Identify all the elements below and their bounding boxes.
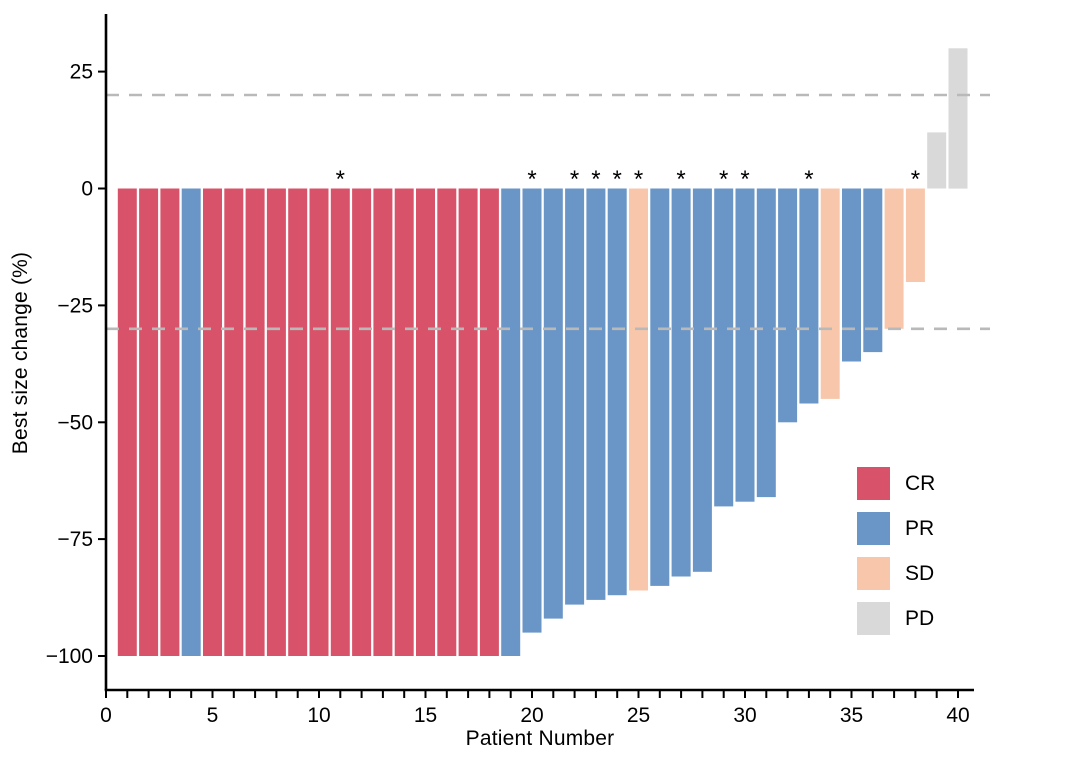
x-tick-label-15: 15	[414, 704, 437, 727]
legend-item-PD: PD	[857, 602, 935, 635]
bar-patient-28	[692, 188, 712, 572]
x-tick-label-5: 5	[207, 704, 219, 727]
asterisk-patient-22: *	[570, 166, 579, 193]
bar-patient-36	[863, 188, 883, 353]
bar-patient-3	[160, 188, 180, 656]
bar-patient-38	[905, 188, 925, 282]
y-tick-label--75: −75	[57, 528, 93, 551]
bar-patient-6	[224, 188, 244, 656]
bar-patient-10	[309, 188, 329, 656]
legend-label-SD: SD	[905, 561, 935, 585]
asterisk-patient-20: *	[527, 166, 536, 193]
legend-swatch-PR	[857, 512, 890, 545]
legend-swatch-CR	[857, 467, 890, 500]
bar-patient-7	[245, 188, 265, 656]
asterisk-patient-30: *	[740, 166, 749, 193]
x-tick-label-30: 30	[733, 704, 756, 727]
bar-patient-14	[394, 188, 414, 656]
legend-item-PR: PR	[857, 512, 935, 545]
bar-patient-4	[181, 188, 201, 656]
legend-swatch-PD	[857, 602, 890, 635]
asterisk-patient-29: *	[719, 166, 728, 193]
bar-patient-33	[799, 188, 819, 404]
bar-patient-5	[203, 188, 222, 656]
bar-patient-22	[565, 188, 585, 605]
bar-patient-31	[756, 188, 776, 498]
legend-label-PR: PR	[905, 516, 935, 540]
x-tick-label-10: 10	[307, 704, 330, 727]
asterisk-patient-25: *	[634, 166, 643, 193]
x-tick-label-35: 35	[840, 704, 863, 727]
bar-patient-26	[650, 188, 670, 586]
bar-patient-35	[842, 188, 861, 362]
bar-patient-1	[117, 188, 137, 656]
y-tick-label--100: −100	[46, 645, 93, 668]
legend-item-CR: CR	[857, 467, 935, 500]
bar-patient-30	[735, 188, 755, 502]
bar-patient-16	[437, 188, 457, 656]
legend-label-CR: CR	[905, 471, 936, 495]
bar-patient-20	[522, 188, 542, 633]
legend-swatch-SD	[857, 557, 890, 590]
asterisk-patient-33: *	[804, 166, 813, 193]
bar-patient-11	[330, 188, 350, 656]
y-tick-label--50: −50	[57, 411, 93, 434]
asterisk-patient-24: *	[613, 166, 622, 193]
x-tick-label-40: 40	[946, 704, 969, 727]
bar-patient-17	[458, 188, 478, 656]
bar-patient-8	[266, 188, 286, 656]
legend-item-SD: SD	[857, 557, 935, 590]
asterisk-patient-23: *	[591, 166, 600, 193]
bar-patient-2	[139, 188, 159, 656]
bar-patient-15	[416, 188, 435, 656]
bar-patient-12	[352, 188, 372, 656]
bar-patient-37	[884, 188, 904, 329]
bar-patient-32	[778, 188, 798, 423]
bar-patient-29	[714, 188, 734, 507]
bar-patient-19	[501, 188, 521, 656]
asterisk-patient-38: *	[911, 166, 920, 193]
bar-patient-39	[927, 132, 947, 189]
bar-patient-34	[820, 188, 840, 399]
legend: CR PR SD PD	[857, 467, 935, 647]
y-tick-label-25: 25	[70, 61, 93, 84]
bar-patient-13	[373, 188, 393, 656]
x-tick-label-25: 25	[627, 704, 650, 727]
bar-patient-40	[948, 48, 968, 189]
legend-label-PD: PD	[905, 606, 935, 630]
x-tick-label-0: 0	[100, 704, 112, 727]
bar-patient-23	[586, 188, 606, 600]
asterisk-patient-27: *	[676, 166, 685, 193]
y-tick-label-0: 0	[81, 178, 93, 201]
y-axis-title: Best size change (%)	[9, 251, 32, 455]
asterisk-patient-11: *	[336, 166, 345, 193]
bar-patient-9	[288, 188, 308, 656]
bar-patient-18	[479, 188, 499, 656]
bar-patient-25	[629, 188, 648, 591]
x-tick-label-20: 20	[520, 704, 543, 727]
y-tick-label--25: −25	[57, 294, 93, 317]
bar-patient-27	[671, 188, 691, 577]
x-axis-title: Patient Number	[465, 727, 615, 750]
bar-patient-24	[607, 188, 627, 596]
bar-patient-21	[543, 188, 563, 619]
